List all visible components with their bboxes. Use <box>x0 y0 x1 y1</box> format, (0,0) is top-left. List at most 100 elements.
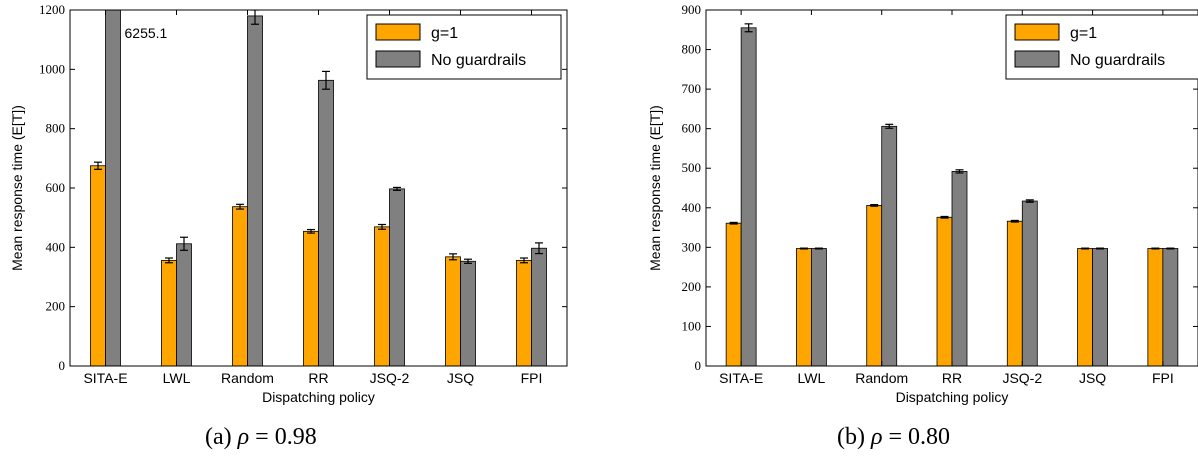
chart-panel-a: 6255.1 0 200 400 600 800 1000 1200 SITA-E LWL Rand… <box>9 2 568 405</box>
bar-no-guardrails-lwl <box>176 243 192 366</box>
bar-no-guardrails-lwl <box>811 248 827 366</box>
error-bar-no-guardrails-jsq-2 <box>393 186 401 191</box>
error-bar-no-guardrails-rr <box>322 70 330 90</box>
x-tick-label: RR <box>308 370 328 386</box>
x-tick-label: JSQ <box>1079 370 1106 386</box>
bar-no-guardrails-sita-e <box>740 27 757 366</box>
chart-panel-b: 0 100 200 300 400 500 600 700 800 900 SITA-E LWL Ran… <box>647 2 1198 405</box>
y-tick-label: 200 <box>682 279 702 294</box>
caption-a: (a) ρ = 0.98 <box>205 424 317 450</box>
error-bar-no-guardrails-jsq <box>464 258 472 264</box>
error-bar-no-guardrails-jsq-2 <box>1025 199 1034 203</box>
error-bar-no-guardrails-jsq <box>1096 247 1105 250</box>
error-bar-g1-rr <box>307 228 315 234</box>
error-bar-no-guardrails-lwl <box>180 236 188 251</box>
y-tick-label: 800 <box>46 121 66 136</box>
x-tick-label: SITA-E <box>83 370 127 386</box>
bar-no-guardrails-jsq-2 <box>389 188 405 366</box>
error-bar-g1-lwl <box>165 257 173 264</box>
bar-no-guardrails-jsq <box>460 260 476 366</box>
x-axis-label: Dispatching policy <box>262 389 375 405</box>
bar-no-guardrails-sita-e <box>105 10 121 366</box>
bar-g1-jsq-2 <box>374 226 390 366</box>
error-bar-g1-jsq <box>1081 247 1090 250</box>
x-tick-label: LWL <box>798 370 826 386</box>
bar-no-guardrails-jsq-2 <box>1021 200 1038 366</box>
bar-g1-fpi <box>516 259 532 366</box>
x-tick-label: LWL <box>163 370 191 386</box>
y-tick-label: 600 <box>682 121 702 136</box>
error-bar-g1-fpi <box>1151 247 1160 250</box>
bar-g1-lwl <box>161 259 177 366</box>
y-tick-label: 0 <box>695 358 702 373</box>
legend-label-no-guardrails: No guardrails <box>431 52 526 69</box>
bar-no-guardrails-rr <box>318 79 334 366</box>
error-bar-g1-random <box>870 204 879 207</box>
value-annotation: 6255.1 <box>125 25 168 41</box>
error-bar-g1-rr <box>940 215 949 219</box>
error-bar-g1-random <box>236 203 244 210</box>
y-tick-label: 100 <box>682 318 702 333</box>
x-tick-label: JSQ-2 <box>1002 370 1042 386</box>
error-bar-no-guardrails-fpi <box>535 242 543 255</box>
legend-label-g1: g=1 <box>1070 25 1097 42</box>
error-bar-g1-jsq-2 <box>1010 219 1019 223</box>
bar-no-guardrails-fpi <box>1162 248 1179 366</box>
bar-g1-fpi <box>1147 248 1164 366</box>
x-tick-label: FPI <box>1152 370 1174 386</box>
error-bar-no-guardrails-lwl <box>814 247 823 250</box>
legend-label-g1: g=1 <box>431 25 458 42</box>
caption-b: (b) ρ = 0.80 <box>837 424 951 450</box>
x-tick-label: SITA-E <box>719 370 763 386</box>
error-bar-no-guardrails-fpi <box>1166 247 1175 250</box>
bar-no-guardrails-fpi <box>531 247 547 366</box>
legend-swatch-no-guardrails <box>1014 50 1060 68</box>
bar-no-guardrails-jsq <box>1092 248 1108 366</box>
y-tick-label: 500 <box>682 160 702 175</box>
y-tick-label: 1000 <box>39 61 65 76</box>
error-bar-g1-jsq-2 <box>378 223 386 230</box>
y-tick-label: 1200 <box>39 2 65 17</box>
legend-label-no-guardrails: No guardrails <box>1070 52 1165 69</box>
y-tick-label: 700 <box>682 81 702 96</box>
bar-g1-rr <box>303 230 319 366</box>
error-bar-no-guardrails-sita-e <box>744 23 753 33</box>
x-tick-label: JSQ-2 <box>370 370 410 386</box>
bar-no-guardrails-rr <box>951 170 968 366</box>
x-tick-label: Random <box>855 370 908 386</box>
error-bar-g1-sita-e <box>729 221 738 225</box>
x-tick-label: JSQ <box>447 370 474 386</box>
bar-no-guardrails-random <box>247 15 263 366</box>
y-tick-label: 400 <box>682 200 702 215</box>
plot-area <box>725 23 1179 366</box>
error-bar-no-guardrails-random <box>885 123 894 129</box>
y-tick-label: 600 <box>46 180 66 195</box>
bar-g1-lwl <box>796 248 812 366</box>
y-axis-label: Mean response time (E[T]) <box>9 105 25 271</box>
y-tick-label: 800 <box>682 42 702 57</box>
x-tick-label: FPI <box>521 370 543 386</box>
y-tick-label: 400 <box>46 239 66 254</box>
legend: g=1 No guardrails <box>1005 14 1198 80</box>
bar-g1-jsq-2 <box>1006 220 1023 366</box>
bar-g1-jsq <box>445 256 461 366</box>
error-bar-g1-sita-e <box>94 161 102 170</box>
error-bar-no-guardrails-rr <box>955 169 964 174</box>
bar-g1-random <box>232 206 248 366</box>
y-tick-label: 0 <box>59 358 66 373</box>
error-bar-g1-fpi <box>520 257 528 264</box>
x-tick-label: RR <box>942 370 962 386</box>
error-bar-no-guardrails-random <box>251 10 259 25</box>
error-bar-g1-jsq <box>449 253 457 261</box>
error-bar-g1-lwl <box>799 247 808 250</box>
bar-g1-sita-e <box>90 165 106 366</box>
legend-swatch-no-guardrails <box>375 50 421 68</box>
legend-swatch-g1 <box>1014 23 1060 41</box>
legend-swatch-g1 <box>375 23 421 41</box>
bar-no-guardrails-random <box>881 125 898 366</box>
x-axis-label: Dispatching policy <box>896 389 1009 405</box>
x-tick-label: Random <box>221 370 274 386</box>
y-tick-label: 900 <box>682 2 702 17</box>
bar-g1-jsq <box>1077 248 1093 366</box>
